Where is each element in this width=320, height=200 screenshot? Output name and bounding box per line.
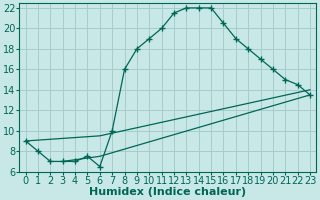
X-axis label: Humidex (Indice chaleur): Humidex (Indice chaleur) xyxy=(89,187,246,197)
